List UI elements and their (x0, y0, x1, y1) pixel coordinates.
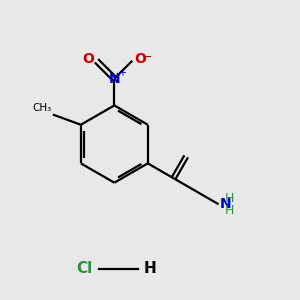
Text: O: O (82, 52, 94, 66)
Text: N: N (109, 72, 120, 86)
Text: H: H (225, 192, 235, 206)
Text: +: + (118, 68, 126, 78)
Text: CH₃: CH₃ (32, 103, 52, 113)
Text: N: N (220, 197, 232, 211)
Text: Cl: Cl (76, 261, 93, 276)
Text: H: H (225, 204, 235, 217)
Text: H: H (144, 261, 156, 276)
Text: O: O (135, 52, 146, 66)
Text: −: − (142, 51, 152, 64)
